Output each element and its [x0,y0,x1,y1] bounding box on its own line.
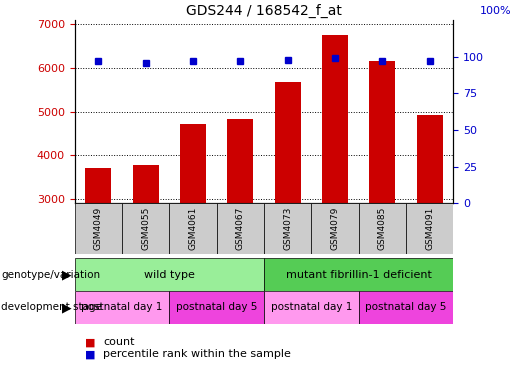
Bar [369,61,395,203]
Bar [180,124,206,203]
Bar [358,291,453,324]
Bar [133,165,159,203]
Bar [322,35,348,203]
Text: development stage: development stage [1,302,102,313]
Text: ■: ■ [85,337,99,347]
Bar [75,258,264,291]
Bar [358,203,406,254]
Bar [227,119,253,203]
Text: postnatal day 5: postnatal day 5 [365,302,447,313]
Bar [264,203,311,254]
Text: GSM4055: GSM4055 [141,207,150,250]
Bar [75,291,169,324]
Bar [274,82,301,203]
Text: wild type: wild type [144,269,195,280]
Text: postnatal day 1: postnatal day 1 [81,302,163,313]
Text: ▶: ▶ [62,268,72,281]
Text: GSM4091: GSM4091 [425,207,434,250]
Bar [122,203,169,254]
Text: GSM4073: GSM4073 [283,207,292,250]
Bar [264,291,358,324]
Bar [417,115,442,203]
Text: GSM4085: GSM4085 [377,207,387,250]
Bar [264,258,453,291]
Bar [406,203,453,254]
Text: GSM4079: GSM4079 [331,207,339,250]
Bar [85,168,111,203]
Bar [169,291,264,324]
Bar [311,203,358,254]
Text: genotype/variation: genotype/variation [1,269,100,280]
Text: GSM4067: GSM4067 [236,207,245,250]
Text: ■: ■ [85,349,99,359]
Text: ▶: ▶ [62,301,72,314]
Text: GSM4049: GSM4049 [94,207,103,250]
Text: postnatal day 1: postnatal day 1 [270,302,352,313]
Bar [217,203,264,254]
Bar [75,203,122,254]
Text: mutant fibrillin-1 deficient: mutant fibrillin-1 deficient [286,269,432,280]
Title: GDS244 / 168542_f_at: GDS244 / 168542_f_at [186,4,342,18]
Text: postnatal day 5: postnatal day 5 [176,302,258,313]
Text: GSM4061: GSM4061 [188,207,197,250]
Bar [169,203,217,254]
Text: 100%: 100% [479,7,511,16]
Text: percentile rank within the sample: percentile rank within the sample [103,349,291,359]
Text: count: count [103,337,134,347]
